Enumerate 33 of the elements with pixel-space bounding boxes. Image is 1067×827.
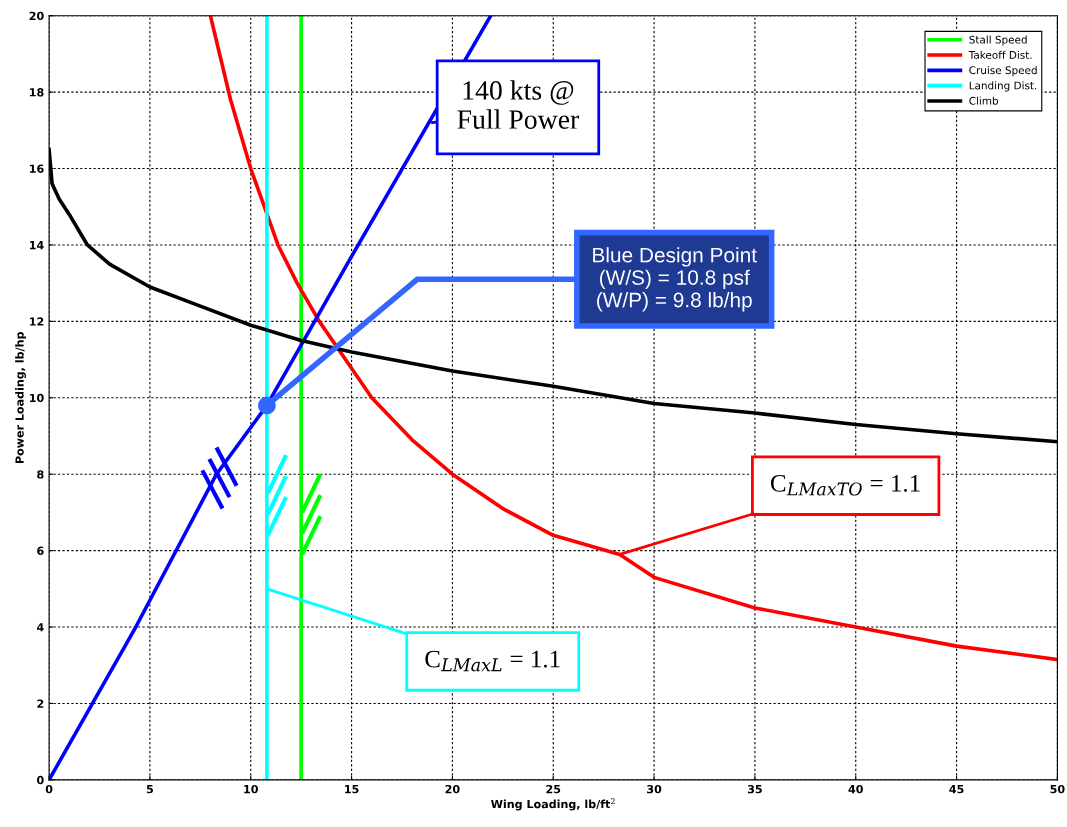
annotation: C$_{LMaxL}$ = 1.1: [425, 650, 560, 672]
y-tick-label: 16: [30, 164, 44, 173]
annotation: 140 kts @ Full Power: [457, 80, 580, 129]
legend-label: Takeoff Dist.: [968, 50, 1032, 59]
y-axis-title: Power Loading, lb/hp: [15, 332, 26, 464]
y-tick-label: 4: [36, 623, 44, 632]
x-tick-label: 50: [1050, 784, 1065, 794]
y-tick-label: 8: [37, 470, 44, 479]
x-tick-label: 30: [647, 784, 662, 794]
x-tick-label: 15: [345, 785, 359, 794]
x-tick-label: 0: [45, 784, 53, 794]
x-tick-label: 20: [445, 784, 460, 794]
y-tick-label: 18: [30, 88, 44, 97]
y-tick-label: 12: [30, 317, 44, 326]
x-tick-label: 45: [949, 785, 964, 794]
x-tick-label: 40: [848, 784, 863, 794]
x-axis-title: Wing Loading, lb/ft$^{2}$: [491, 798, 615, 811]
legend-label: Stall Speed: [969, 35, 1027, 46]
annotation: Blue Design Point (W/S) = 10.8 psf (W/P) = 9.8 lb/hp: [593, 247, 757, 312]
x-tick-label: 5: [146, 785, 153, 794]
x-tick-label: 35: [747, 784, 762, 794]
y-tick-label: 10: [30, 393, 44, 403]
legend-label: Cruise Speed: [969, 66, 1037, 77]
x-tick-label: 10: [244, 784, 258, 794]
y-tick-label: 2: [37, 699, 44, 708]
y-tick-label: 20: [29, 11, 44, 21]
annotation: C$_{LMaxTO}$ = 1.1: [770, 474, 920, 496]
y-tick-label: 0: [37, 775, 44, 785]
y-tick-label: 6: [37, 546, 44, 555]
y-tick-label: 14: [30, 241, 44, 250]
legend-label: Landing Dist.: [969, 81, 1037, 92]
x-tick-label: 25: [546, 784, 561, 794]
legend-label: Climb: [969, 96, 998, 105]
